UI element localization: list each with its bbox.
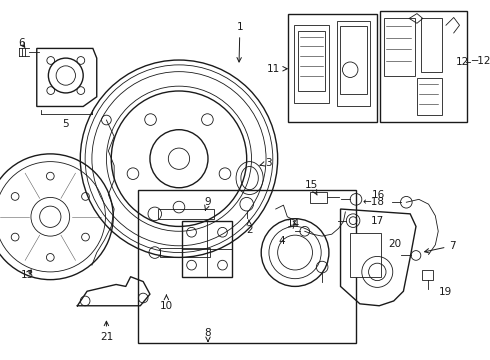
Bar (160, 248, 210, 257)
Text: 7: 7 (425, 241, 456, 253)
Text: 2: 2 (246, 220, 253, 235)
Text: 21: 21 (100, 321, 113, 342)
Text: 8: 8 (205, 328, 211, 341)
Text: 1: 1 (237, 22, 243, 62)
Text: 4: 4 (278, 236, 285, 246)
Bar (298, 31, 325, 91)
Text: 3: 3 (260, 158, 272, 168)
Text: 11: 11 (267, 64, 287, 74)
Text: 14: 14 (287, 219, 300, 229)
Bar (182, 221, 232, 277)
Text: 20: 20 (388, 239, 401, 249)
Text: 17: 17 (370, 216, 384, 226)
Bar (158, 209, 214, 219)
Text: 12: 12 (456, 57, 469, 67)
Bar (350, 233, 381, 277)
Bar (422, 270, 433, 280)
Bar (380, 11, 467, 122)
Bar (294, 25, 329, 103)
Bar (417, 78, 442, 115)
Bar (340, 26, 367, 94)
Text: 19: 19 (439, 287, 452, 297)
Text: 16: 16 (371, 189, 385, 199)
Bar (310, 192, 327, 203)
Bar (384, 18, 415, 76)
Text: 13: 13 (21, 270, 34, 280)
Text: 9: 9 (205, 197, 211, 210)
Text: ─12: ─12 (471, 56, 490, 66)
Bar (337, 21, 369, 107)
Text: 6: 6 (18, 38, 25, 48)
Text: 10: 10 (160, 295, 173, 311)
Bar (288, 14, 377, 122)
Text: ←18: ←18 (362, 197, 384, 207)
Text: 15: 15 (305, 180, 318, 195)
Text: 5: 5 (62, 119, 69, 129)
Bar (421, 18, 442, 72)
Bar (138, 190, 356, 342)
